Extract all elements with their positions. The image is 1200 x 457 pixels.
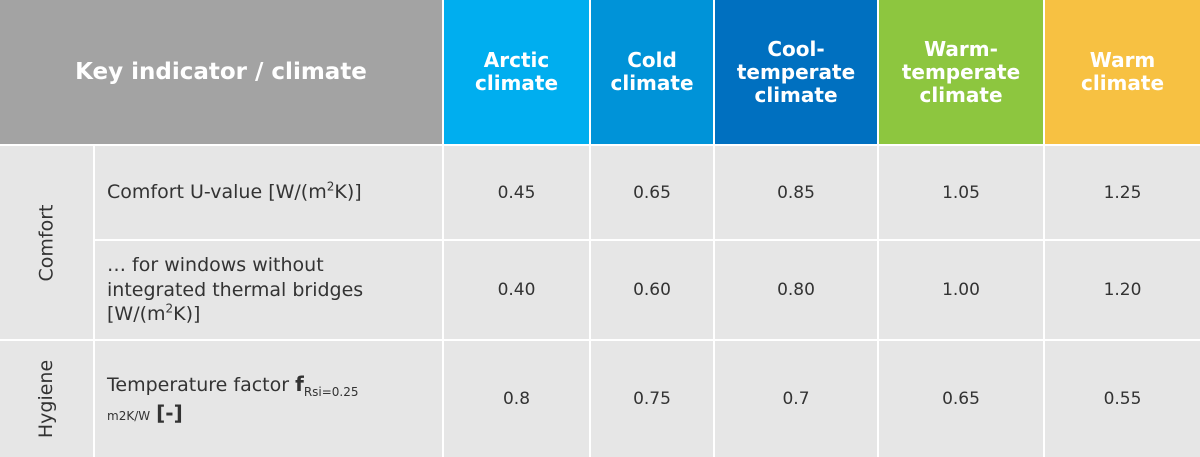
table-cell: 0.55 <box>1045 341 1200 457</box>
windows-label-line2: integrated thermal bridges <box>107 278 364 301</box>
header-warm-climate: Warm climate <box>1045 0 1200 146</box>
comfort-u-value-end: K)] <box>334 181 362 204</box>
comfort-u-value-sup: 2 <box>326 179 335 194</box>
table-cell: 0.8 <box>444 341 591 457</box>
table-cell: 0.7 <box>715 341 879 457</box>
windows-label-sup: 2 <box>165 302 174 317</box>
row-windows-label: … for windows without integrated thermal… <box>95 241 444 341</box>
header-cool-temperate-climate: Cool- temperate climate <box>715 0 879 146</box>
table-cell: 0.45 <box>444 146 591 241</box>
table-cell: 0.80 <box>715 241 879 341</box>
group-hygiene: Hygiene <box>0 341 95 457</box>
table-cell: 0.40 <box>444 241 591 341</box>
table-cell: 0.60 <box>591 241 715 341</box>
row-temperature-factor-label: Temperature factor fRsi=0.25 m2K/W [-] <box>95 341 444 457</box>
header-warm-temperate-climate: Warm- temperate climate <box>879 0 1045 146</box>
table-cell: 0.65 <box>591 146 715 241</box>
temperature-factor-symbol: f <box>295 371 304 396</box>
header-cold-climate: Cold climate <box>591 0 715 146</box>
temperature-factor-sub1: Rsi=0.25 <box>303 384 359 399</box>
table-cell: 0.85 <box>715 146 879 241</box>
table-cell: 1.05 <box>879 146 1045 241</box>
table-cell: 1.25 <box>1045 146 1200 241</box>
windows-label-line3: [W/(m <box>107 303 166 326</box>
header-arctic-climate: Arctic climate <box>444 0 591 146</box>
comfort-u-value-text: Comfort U-value [W/(m <box>107 181 327 204</box>
table-cell: 1.20 <box>1045 241 1200 341</box>
windows-label-end: K)] <box>173 303 201 326</box>
windows-label-line1: … for windows without <box>107 253 324 276</box>
key-indicator-header: Key indicator / climate <box>0 0 444 146</box>
temperature-factor-text: Temperature factor <box>107 373 296 396</box>
group-hygiene-label: Hygiene <box>35 359 58 439</box>
table-cell: 1.00 <box>879 241 1045 341</box>
temperature-factor-sub2: m2K/W <box>107 408 151 423</box>
temperature-factor-unit: [-] <box>156 400 183 425</box>
group-comfort-label: Comfort <box>35 204 58 281</box>
group-comfort: Comfort <box>0 146 95 341</box>
table-cell: 0.65 <box>879 341 1045 457</box>
row-comfort-u-value-label: Comfort U-value [W/(m2K)] <box>95 146 444 241</box>
table-cell: 0.75 <box>591 341 715 457</box>
